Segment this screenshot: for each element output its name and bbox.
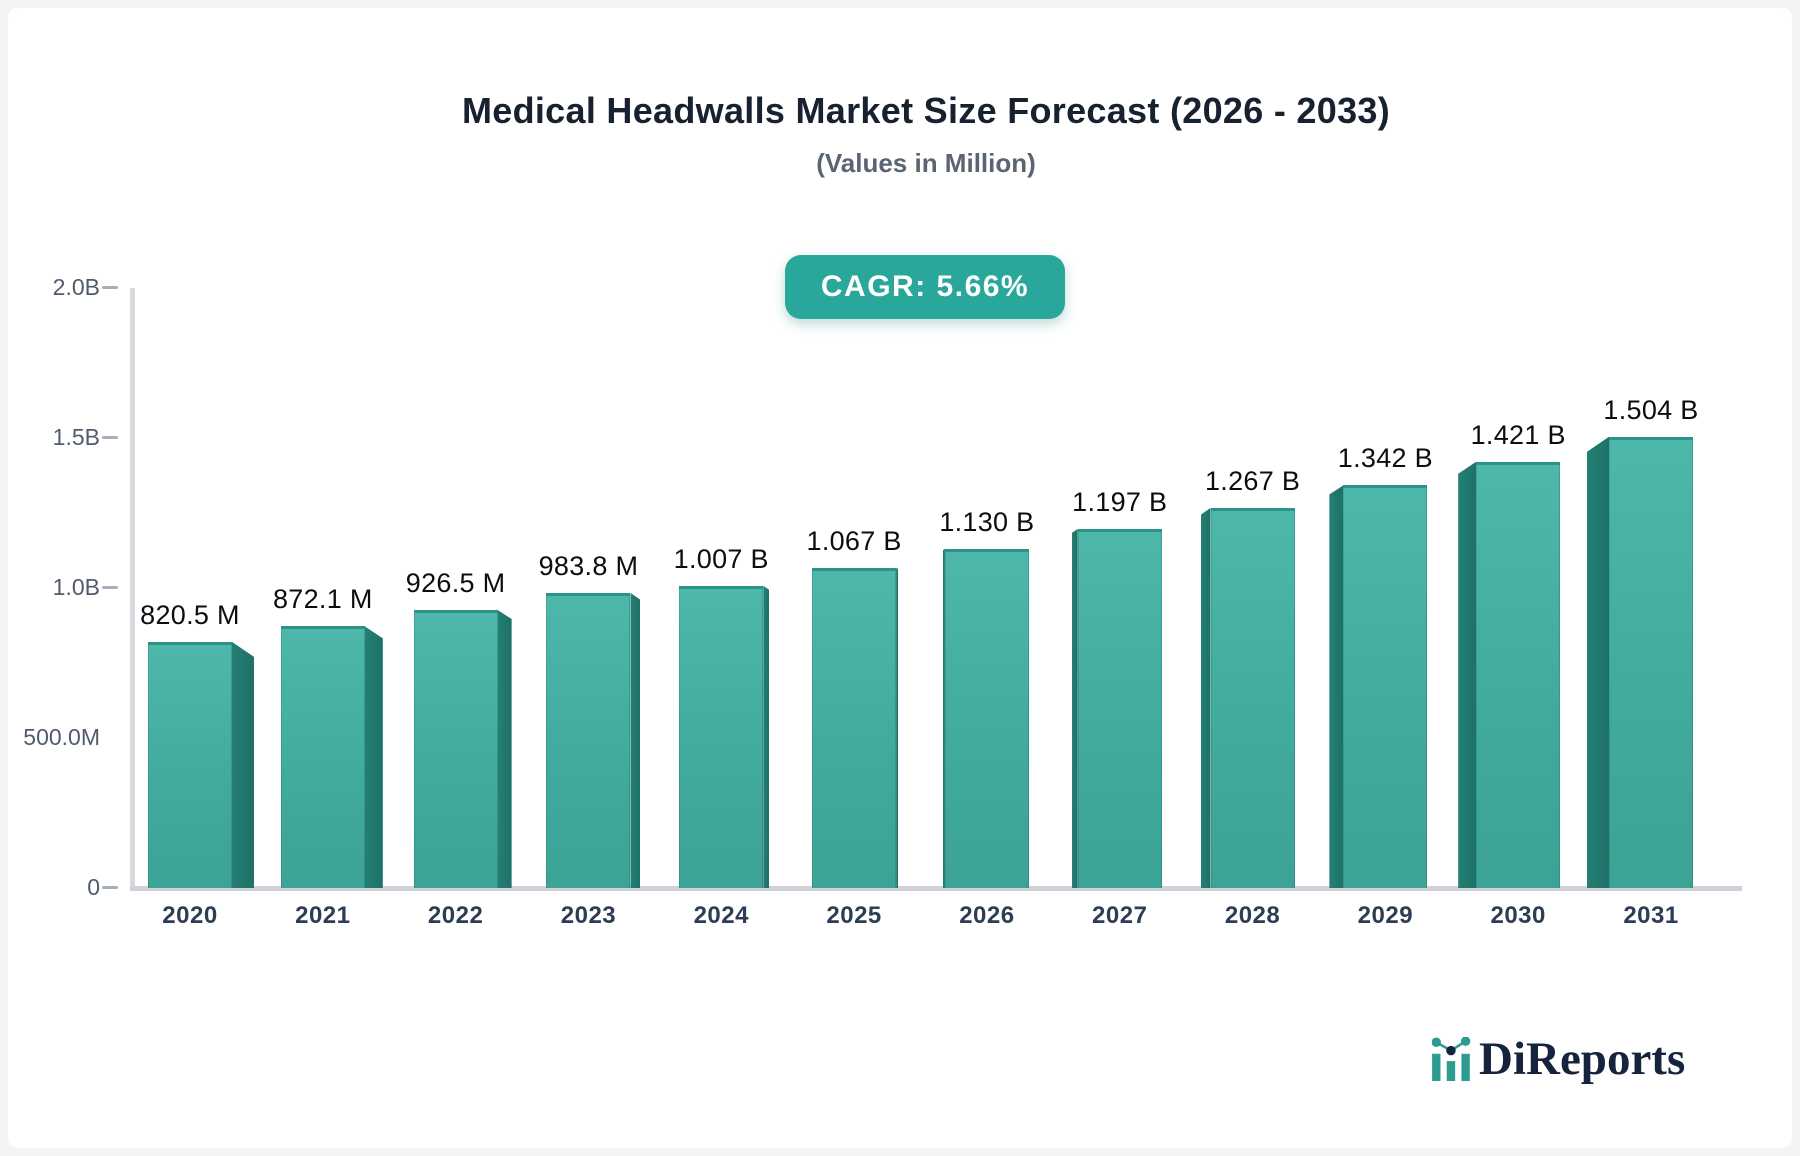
bar-side-face (1071, 528, 1078, 888)
bar-side-face (896, 567, 899, 888)
cagr-badge: CAGR: 5.66% (784, 255, 1066, 319)
x-axis-label: 2024 (693, 902, 749, 929)
y-axis-line (130, 288, 135, 890)
bar (546, 592, 631, 888)
x-axis-label: 2030 (1490, 902, 1546, 929)
bar (1609, 436, 1694, 888)
bar-value-label: 926.5 M (405, 568, 506, 599)
bar-side-face (1200, 507, 1211, 888)
bar (1343, 485, 1428, 888)
bar-side-face (630, 592, 641, 888)
x-axis-label: 2031 (1623, 902, 1679, 929)
y-axis-tick-mark (102, 886, 118, 889)
bar-value-label: 872.1 M (272, 584, 373, 615)
bar-value-label: 1.067 B (806, 525, 902, 556)
bar (679, 585, 764, 888)
bar (148, 641, 232, 888)
direports-logo: DiReports (1432, 1036, 1685, 1083)
bar-side-face (1458, 461, 1477, 888)
bar (1476, 461, 1561, 888)
bar (812, 567, 897, 888)
y-axis-tick-mark (102, 586, 118, 589)
bar-side-face (763, 585, 770, 888)
x-axis-label: 2026 (959, 902, 1015, 929)
chart-title: Medical Headwalls Market Size Forecast (… (461, 90, 1391, 131)
x-axis-label: 2027 (1092, 902, 1148, 929)
direports-logo-text: DiReports (1479, 1033, 1686, 1085)
bar-value-label: 1.267 B (1204, 465, 1301, 496)
y-axis-tick-label: 1.0B (52, 574, 100, 600)
y-axis-tick-label: 2.0B (52, 274, 100, 300)
chart-subtitle: (Values in Million) (816, 148, 1036, 178)
bar (413, 610, 498, 888)
y-axis-tick-label: 500.0M (23, 724, 100, 750)
cagr-badge-wrap: CAGR: 5.66% (0, 255, 1800, 319)
bar (944, 549, 1029, 888)
bar-side-face (364, 626, 383, 888)
bar-value-label: 1.007 B (673, 543, 769, 574)
bar-side-face (497, 610, 512, 888)
x-axis-label: 2022 (427, 902, 484, 929)
bar-chart-logo-icon (1432, 1037, 1471, 1081)
x-axis-label: 2028 (1224, 902, 1281, 929)
bar-side-face (1329, 485, 1344, 888)
bar-side-face (942, 549, 945, 888)
y-axis-tick-label: 1.5B (52, 424, 100, 450)
y-axis-tick-mark (102, 286, 118, 289)
bar-value-label: 1.197 B (1072, 486, 1168, 517)
bar-value-label: 1.130 B (939, 507, 1035, 537)
x-axis-baseline (130, 886, 1742, 891)
bar (1210, 507, 1295, 888)
x-axis-label: 2029 (1357, 902, 1414, 929)
bar (1077, 528, 1162, 888)
x-axis-label: 2025 (826, 902, 882, 929)
y-axis-tick-label: 0 (87, 874, 100, 900)
bar-value-label: 1.342 B (1337, 443, 1433, 474)
bar-value-label: 1.504 B (1603, 394, 1699, 425)
bar-value-label: 983.8 M (538, 550, 639, 581)
x-axis-label: 2020 (162, 902, 218, 929)
chart-header: Medical Headwalls Market Size Forecast (… (0, 90, 1800, 179)
x-axis-label: 2021 (295, 902, 351, 929)
bar (280, 626, 365, 888)
y-axis-tick-mark (102, 436, 118, 439)
bar-value-label: 820.5 M (140, 599, 240, 630)
bar-value-label: 1.421 B (1470, 419, 1566, 450)
bar-side-face (1587, 436, 1610, 888)
bar-side-face (232, 641, 254, 888)
x-axis-label: 2023 (560, 902, 617, 929)
